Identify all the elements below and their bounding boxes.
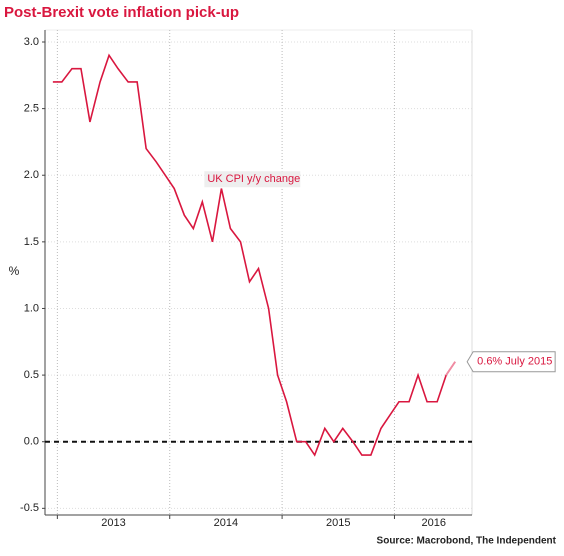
x-tick-label: 2013 [101, 517, 125, 529]
y-tick-label: 2.0 [24, 169, 39, 181]
y-tick-label: 2.5 [24, 103, 39, 115]
annotation: 0.6% July 2015 [477, 356, 552, 368]
y-tick-label: 0.5 [24, 369, 39, 381]
x-tick-label: 2015 [326, 517, 350, 529]
chart-title: Post-Brexit vote inflation pick-up [4, 4, 239, 21]
y-tick-label: -0.5 [20, 502, 39, 514]
y-tick-label: 3.0 [24, 36, 39, 48]
y-tick-label: 1.5 [24, 236, 39, 248]
y-axis-label: % [9, 264, 20, 278]
series-label: UK CPI y/y change [207, 173, 300, 185]
annotation-box [466, 351, 556, 373]
series-line [52, 53, 456, 457]
source: Source: Macrobond, The Independent [377, 536, 557, 547]
x-tick-label: 2014 [214, 517, 238, 529]
y-tick-label: 1.0 [24, 302, 39, 314]
latest-segment [445, 361, 456, 376]
y-tick-label: 0.0 [24, 436, 39, 448]
series-label-bg [204, 171, 301, 188]
x-tick-label: 2016 [422, 517, 446, 529]
